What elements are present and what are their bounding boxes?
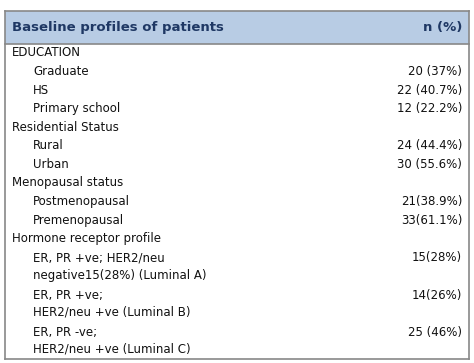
Bar bbox=[5, 285, 469, 322]
Bar bbox=[5, 81, 469, 99]
Text: Primary school: Primary school bbox=[33, 102, 120, 115]
Bar bbox=[5, 44, 469, 62]
Text: n (%): n (%) bbox=[423, 21, 462, 34]
Text: ER, PR +ve;: ER, PR +ve; bbox=[33, 289, 103, 302]
Text: 12 (22.2%): 12 (22.2%) bbox=[397, 102, 462, 115]
Text: Postmenopausal: Postmenopausal bbox=[33, 195, 130, 208]
Text: ER, PR +ve; HER2/neu: ER, PR +ve; HER2/neu bbox=[33, 252, 165, 264]
Text: HS: HS bbox=[33, 83, 49, 97]
Text: 14(26%): 14(26%) bbox=[412, 289, 462, 302]
Text: Hormone receptor profile: Hormone receptor profile bbox=[12, 232, 161, 245]
Bar bbox=[5, 99, 469, 118]
Text: Graduate: Graduate bbox=[33, 65, 89, 78]
Bar bbox=[5, 62, 469, 81]
Bar bbox=[5, 118, 469, 136]
Text: Menopausal status: Menopausal status bbox=[12, 176, 123, 189]
Text: HER2/neu +ve (Luminal B): HER2/neu +ve (Luminal B) bbox=[33, 306, 191, 319]
Bar bbox=[5, 322, 469, 359]
Text: 25 (46%): 25 (46%) bbox=[408, 326, 462, 339]
Bar bbox=[5, 229, 469, 248]
Text: 33(61.1%): 33(61.1%) bbox=[401, 213, 462, 227]
Text: 20 (37%): 20 (37%) bbox=[408, 65, 462, 78]
Text: ER, PR -ve;: ER, PR -ve; bbox=[33, 326, 97, 339]
Text: 30 (55.6%): 30 (55.6%) bbox=[397, 158, 462, 171]
Bar bbox=[5, 174, 469, 192]
Bar bbox=[5, 155, 469, 174]
Bar bbox=[5, 248, 469, 285]
Bar bbox=[5, 192, 469, 211]
Bar bbox=[5, 211, 469, 229]
Text: 24 (44.4%): 24 (44.4%) bbox=[397, 139, 462, 152]
Text: 21(38.9%): 21(38.9%) bbox=[401, 195, 462, 208]
Bar bbox=[5, 136, 469, 155]
Text: Residential Status: Residential Status bbox=[12, 121, 118, 134]
Text: HER2/neu +ve (Luminal C): HER2/neu +ve (Luminal C) bbox=[33, 343, 191, 356]
Text: negative15(28%) (Luminal A): negative15(28%) (Luminal A) bbox=[33, 269, 207, 282]
Text: Urban: Urban bbox=[33, 158, 69, 171]
Text: Baseline profiles of patients: Baseline profiles of patients bbox=[12, 21, 224, 34]
Text: Rural: Rural bbox=[33, 139, 64, 152]
Text: Premenopausal: Premenopausal bbox=[33, 213, 124, 227]
Text: 22 (40.7%): 22 (40.7%) bbox=[397, 83, 462, 97]
Bar bbox=[5, 11, 469, 44]
Text: EDUCATION: EDUCATION bbox=[12, 46, 81, 59]
Text: 15(28%): 15(28%) bbox=[412, 252, 462, 264]
